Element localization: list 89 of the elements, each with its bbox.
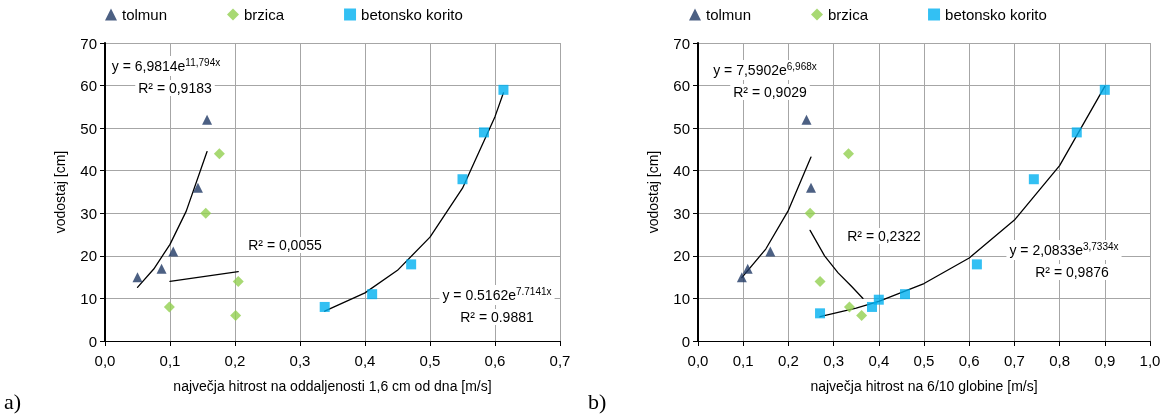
point [1071, 127, 1082, 138]
point [200, 207, 212, 219]
x-axis-title: največja hitrost na 6/10 globine [m/s] [810, 378, 1038, 394]
x-axis-title: največja hitrost na oddaljenosti 1,6 cm od dna [m/s] [173, 378, 492, 394]
point [202, 114, 213, 125]
y-tick-label: 40 [80, 162, 97, 180]
y-tick-label: 20 [80, 247, 97, 265]
legend-label: brzica [244, 6, 285, 23]
point [843, 301, 855, 313]
y-tick-label: 50 [673, 119, 690, 137]
x-tick-label: 0,9 [1094, 352, 1116, 369]
point [213, 148, 225, 160]
y-tick-label: 10 [80, 289, 97, 307]
point [736, 272, 747, 283]
annotation: R² = 0,9029 [733, 84, 807, 100]
x-tick-label: 0,3 [289, 352, 311, 369]
point [457, 174, 468, 185]
x-tick-label: 0,0 [687, 352, 709, 369]
point [867, 301, 878, 312]
annotation: R² = 0.9881 [460, 309, 534, 325]
legend-label: betonsko korito [945, 6, 1047, 23]
text: a) [4, 389, 22, 415]
annotation: R² = 0,0055 [248, 237, 322, 253]
x-tick-label: 0,1 [159, 352, 181, 369]
point [806, 182, 816, 193]
legend-label: brzica [828, 6, 869, 23]
annotation: R² = 0,9876 [1035, 264, 1109, 280]
line-series [809, 229, 864, 300]
x-tick-label: 0,6 [484, 352, 506, 369]
point [843, 148, 855, 160]
y-tick-label: 70 [80, 34, 97, 52]
x-tick-label: 0,4 [868, 352, 890, 369]
x-tick-label: 0,2 [777, 352, 799, 369]
point [192, 182, 203, 193]
x-tick-label: 0,4 [354, 352, 376, 369]
x-tick-label: 0,2 [224, 352, 246, 369]
point [765, 246, 776, 257]
x-tick-label: 0,5 [913, 352, 935, 369]
x-tick-label: 0,7 [549, 352, 571, 369]
y-tick-label: 0 [681, 332, 690, 350]
x-tick-label: 0,3 [823, 352, 845, 369]
line-series [136, 150, 208, 289]
x-tick-label: 1,0 [1139, 352, 1161, 369]
point [1028, 174, 1039, 185]
x-tick-label: 0,6 [958, 352, 980, 369]
annotation: R² = 0,2322 [847, 228, 921, 244]
text: b) [588, 389, 607, 415]
point [814, 275, 826, 287]
point [406, 259, 417, 270]
point [168, 246, 179, 257]
annotation: R² = 0,9183 [138, 80, 212, 96]
point [804, 207, 816, 219]
x-tick-label: 0,1 [732, 352, 754, 369]
point [815, 308, 826, 319]
y-tick-label: 20 [673, 247, 690, 265]
point [232, 275, 244, 287]
y-tick-label: 60 [80, 77, 97, 95]
legend-label: tolmun [706, 6, 752, 23]
point [856, 309, 868, 321]
point [132, 272, 143, 283]
y-tick-label: 70 [673, 34, 690, 52]
point [498, 84, 509, 95]
x-tick-label: 0,8 [1049, 352, 1071, 369]
x-tick-label: 0,5 [419, 352, 441, 369]
x-tick-label: 0,7 [1003, 352, 1025, 369]
point [163, 301, 175, 313]
point [156, 263, 167, 274]
legend-label: tolmun [122, 6, 168, 23]
point [230, 309, 242, 321]
point [742, 263, 753, 274]
y-tick-label: 30 [673, 204, 690, 222]
x-tick-label: 0,0 [94, 352, 116, 369]
point [1099, 84, 1110, 95]
y-tick-label: 30 [80, 204, 97, 222]
y-tick-label: 50 [80, 119, 97, 137]
point [319, 301, 330, 312]
point [367, 289, 378, 300]
y-tick-label: 40 [673, 162, 690, 180]
y-tick-label: 0 [88, 332, 97, 350]
y-axis-title: vodostaj [cm] [52, 150, 68, 234]
point [478, 127, 489, 138]
point [873, 294, 884, 305]
y-axis-title: vodostaj [cm] [645, 150, 661, 234]
y-tick-label: 10 [673, 289, 690, 307]
point [801, 114, 812, 125]
legend-label: betonsko korito [361, 6, 463, 23]
point [971, 259, 982, 270]
y-tick-label: 60 [673, 77, 690, 95]
point [900, 289, 911, 300]
